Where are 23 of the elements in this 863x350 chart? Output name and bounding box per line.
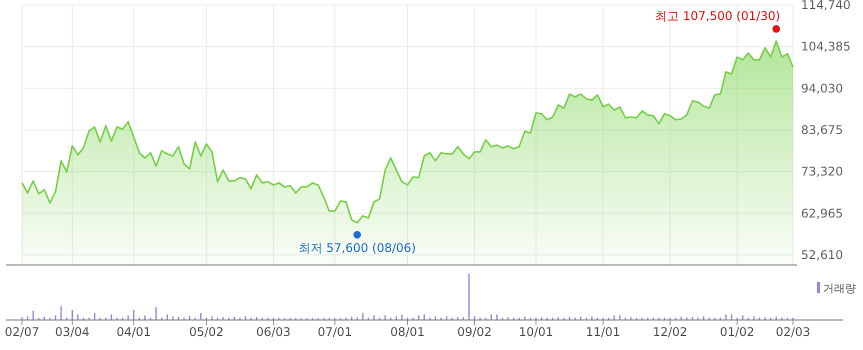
x-tick-label: 03/04 [54, 325, 90, 339]
y-tick-label: 62,965 [801, 206, 843, 220]
y-tick-label: 83,675 [801, 122, 843, 137]
annotation: 최저 57,600 (08/06) [298, 240, 416, 255]
x-tick-label: 10/01 [518, 325, 554, 339]
annotation: 최고 107,500 (01/30) [655, 8, 780, 23]
x-tick-label: 12/02 [652, 325, 688, 339]
x-tick-label: 01/02 [720, 325, 754, 339]
x-tick-label: 05/02 [189, 325, 224, 339]
y-tick-label: 94,030 [801, 81, 843, 96]
x-tick-label: 11/01 [586, 325, 620, 339]
y-tick-label: 114,740 [801, 0, 851, 12]
x-tick-label: 02/07 [4, 325, 40, 339]
x-tick-label: 04/01 [116, 325, 152, 339]
y-tick-label: 104,385 [801, 40, 851, 54]
x-tick-label: 08/01 [390, 325, 425, 339]
x-tick-label: 02/03 [776, 325, 810, 339]
x-tick-label: 07/01 [318, 325, 352, 339]
y-tick-label: 73,320 [801, 164, 843, 179]
x-tick-label: 09/02 [457, 325, 492, 339]
y-tick-label: 52,610 [801, 248, 843, 262]
x-tick-label: 06/03 [256, 325, 291, 339]
legend-label: 거래량 [823, 282, 856, 295]
